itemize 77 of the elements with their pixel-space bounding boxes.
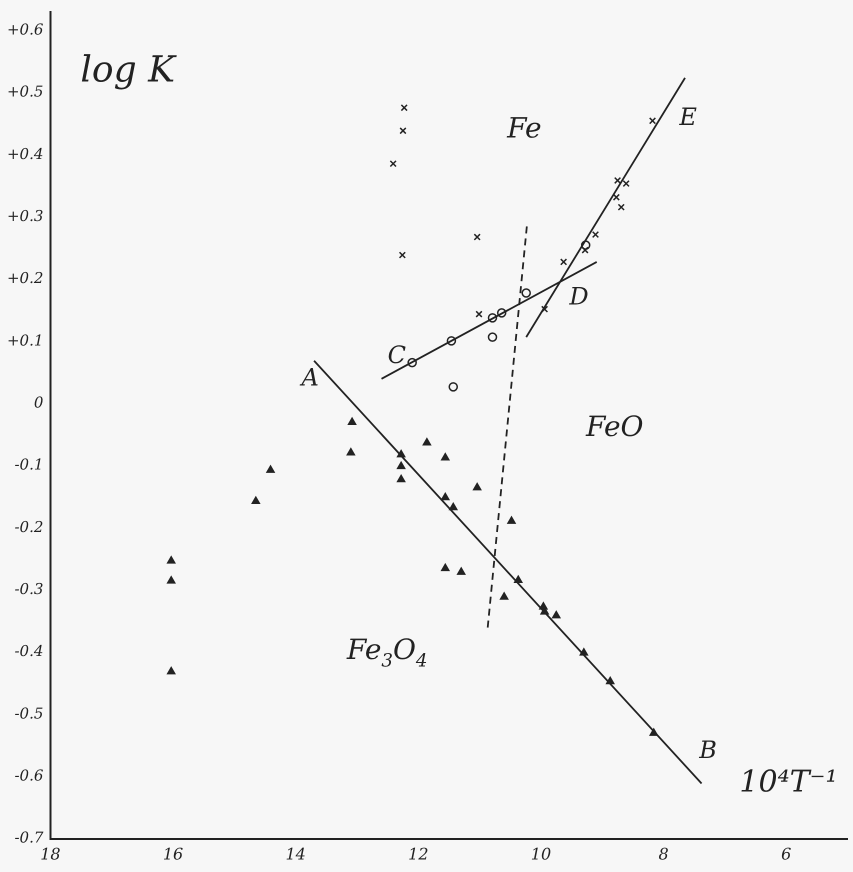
annotation: A: [300, 363, 319, 392]
y-tick-label: -0.7: [14, 828, 44, 847]
point: [650, 728, 658, 736]
point: [252, 496, 260, 504]
point: [398, 251, 406, 259]
point: [488, 332, 498, 342]
point: [500, 592, 508, 600]
point: [396, 450, 406, 458]
point: [441, 492, 450, 500]
point: [488, 313, 498, 323]
point: [472, 482, 482, 490]
y-tick-label: -0.6: [14, 766, 44, 785]
point: [582, 246, 589, 254]
point: [552, 610, 560, 618]
point: [606, 676, 614, 684]
point: [449, 502, 458, 510]
x-tick-label: 10: [530, 844, 552, 864]
y-tick-label: +0.2: [6, 269, 44, 288]
point: [407, 358, 417, 368]
point: [400, 104, 408, 112]
point: [507, 516, 516, 524]
annotation: E: [678, 102, 698, 131]
annotation: Fe: [506, 112, 542, 145]
y-tick-label: -0.4: [14, 642, 44, 660]
point: [346, 448, 356, 456]
point: [622, 180, 630, 188]
point: [474, 233, 481, 241]
x-tick-label: 8: [658, 844, 669, 864]
y-tick-label: -0.3: [14, 580, 44, 598]
point: [592, 230, 600, 238]
y-tick-label: +0.3: [6, 207, 44, 226]
y-tick-label: -0.1: [14, 456, 44, 474]
x-tick-label: 18: [40, 844, 61, 864]
point: [390, 160, 397, 168]
point: [618, 204, 625, 211]
point: [580, 648, 588, 656]
x-tick-label: 12: [408, 844, 428, 864]
y-tick-label: +0.1: [6, 331, 44, 350]
point: [166, 556, 176, 564]
x-tick-label: 16: [162, 844, 184, 864]
point: [560, 258, 568, 266]
point: [496, 308, 506, 318]
point: [166, 576, 176, 584]
y-tick-label: 0: [34, 394, 44, 412]
point: [475, 310, 483, 318]
point: [166, 666, 176, 674]
y-tick-label: +0.5: [6, 82, 44, 101]
annotation: C: [388, 341, 406, 370]
point: [614, 176, 622, 184]
point: [541, 306, 548, 313]
point: [396, 474, 406, 482]
point: [521, 288, 531, 298]
annotation: D: [568, 282, 589, 310]
point: [457, 567, 466, 575]
y-tick-label: +0.6: [6, 20, 44, 39]
point: [441, 452, 450, 460]
point: [422, 438, 432, 446]
annotation: FeO: [585, 410, 644, 443]
point: [266, 465, 275, 473]
annotation: B: [698, 736, 717, 764]
point: [448, 382, 458, 392]
x-axis-title: 10⁴T⁻¹: [739, 764, 838, 800]
point: [396, 462, 406, 470]
point: [648, 117, 656, 124]
point: [514, 575, 522, 583]
y-tick-label: -0.5: [14, 704, 44, 722]
point: [441, 564, 450, 572]
point: [446, 336, 456, 346]
point: [580, 240, 590, 250]
x-tick-label: 6: [781, 844, 792, 864]
x-tick-label: 14: [286, 844, 306, 864]
y-tick-label: +0.4: [6, 144, 44, 163]
y-tick-label: -0.2: [14, 518, 44, 536]
point: [348, 418, 356, 426]
point: [612, 194, 620, 201]
point: [399, 127, 407, 134]
y-axis-title: log K: [80, 49, 178, 90]
